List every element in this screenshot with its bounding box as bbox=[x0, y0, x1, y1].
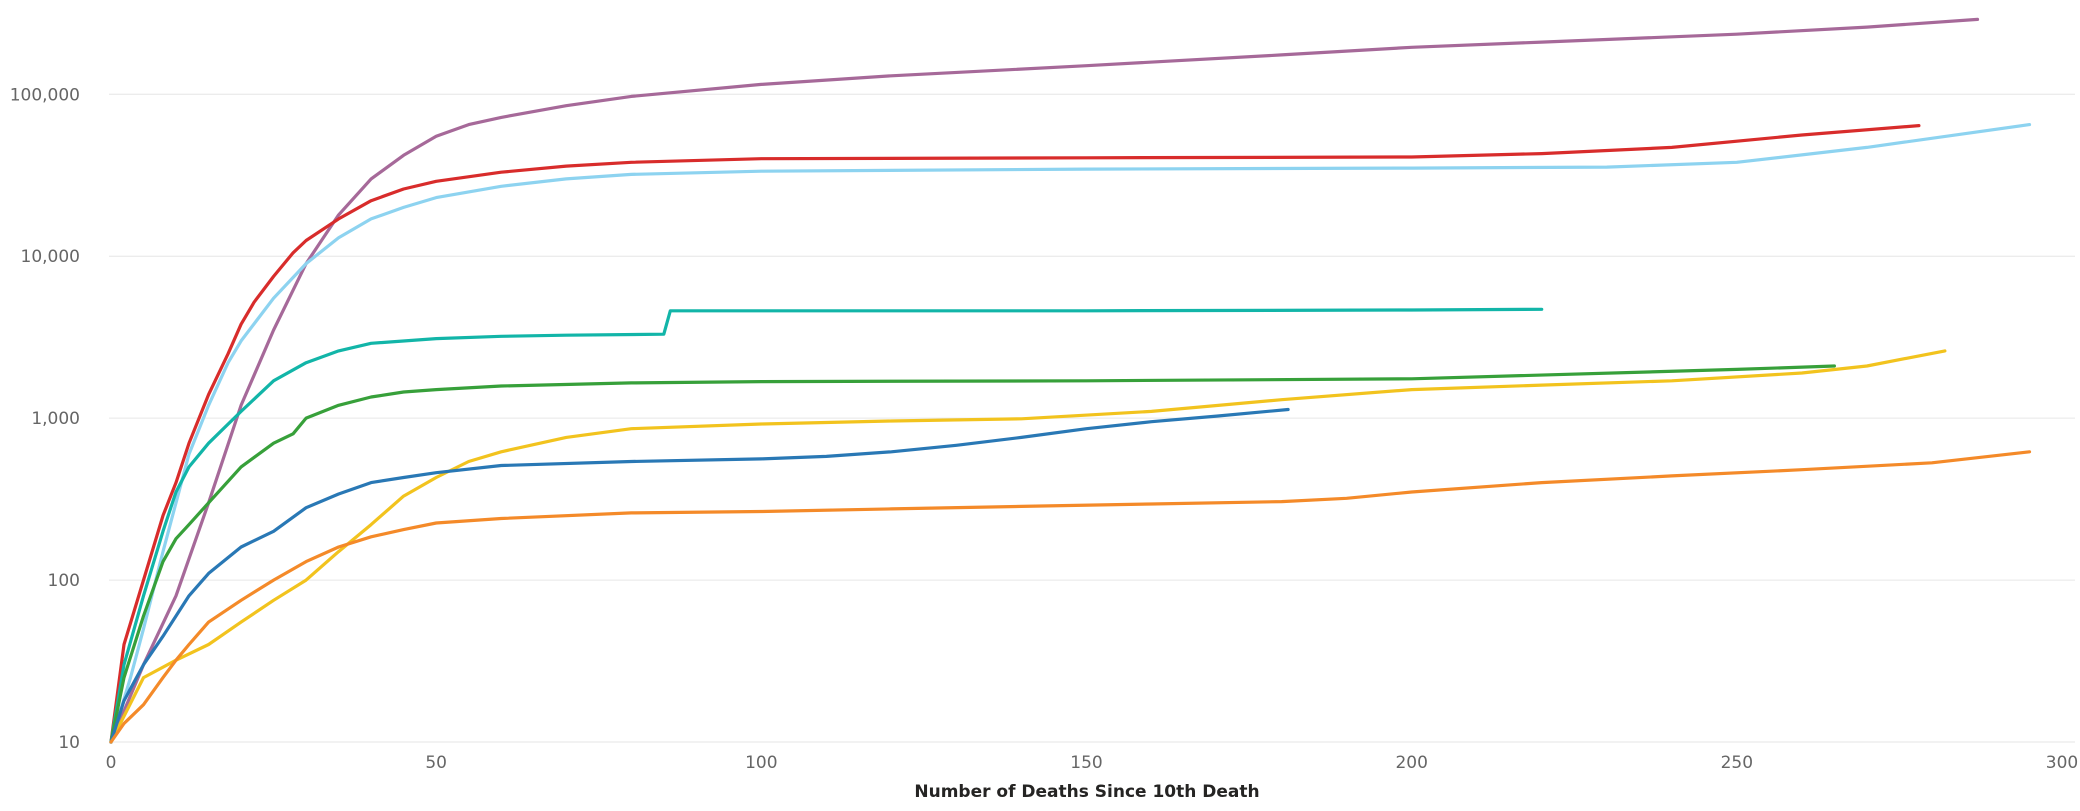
x-tick-label: 0 bbox=[106, 753, 117, 773]
y-tick-label: 10,000 bbox=[21, 247, 80, 267]
x-axis-title: Number of Deaths Since 10th Death bbox=[914, 782, 1259, 802]
y-axis-ticks: 10 100 1,000 10,000 100,000 bbox=[10, 85, 80, 753]
gridlines bbox=[109, 93, 2075, 743]
y-tick-label: 1,000 bbox=[31, 409, 80, 429]
series-line-8[interactable] bbox=[109, 450, 2032, 744]
series-line-2[interactable] bbox=[109, 124, 1921, 744]
series-lines bbox=[109, 17, 2032, 744]
series-line-3[interactable] bbox=[109, 123, 2032, 744]
x-tick-label: 300 bbox=[2046, 753, 2078, 773]
series-line-5[interactable] bbox=[109, 364, 1836, 744]
x-tick-label: 50 bbox=[425, 753, 447, 773]
y-tick-label: 10 bbox=[58, 733, 80, 753]
x-axis-ticks: 0 50 100 150 200 250 300 bbox=[106, 753, 2079, 773]
y-tick-label: 100,000 bbox=[10, 85, 80, 105]
series-line-7[interactable] bbox=[109, 407, 1290, 744]
x-tick-label: 150 bbox=[1070, 753, 1102, 773]
series-line-4[interactable] bbox=[109, 307, 1544, 744]
series-line-1[interactable] bbox=[109, 17, 1980, 744]
x-tick-label: 200 bbox=[1395, 753, 1427, 773]
series-line-6[interactable] bbox=[109, 349, 1947, 744]
x-tick-label: 250 bbox=[1721, 753, 1753, 773]
x-tick-label: 100 bbox=[745, 753, 777, 773]
y-tick-label: 100 bbox=[48, 571, 80, 591]
